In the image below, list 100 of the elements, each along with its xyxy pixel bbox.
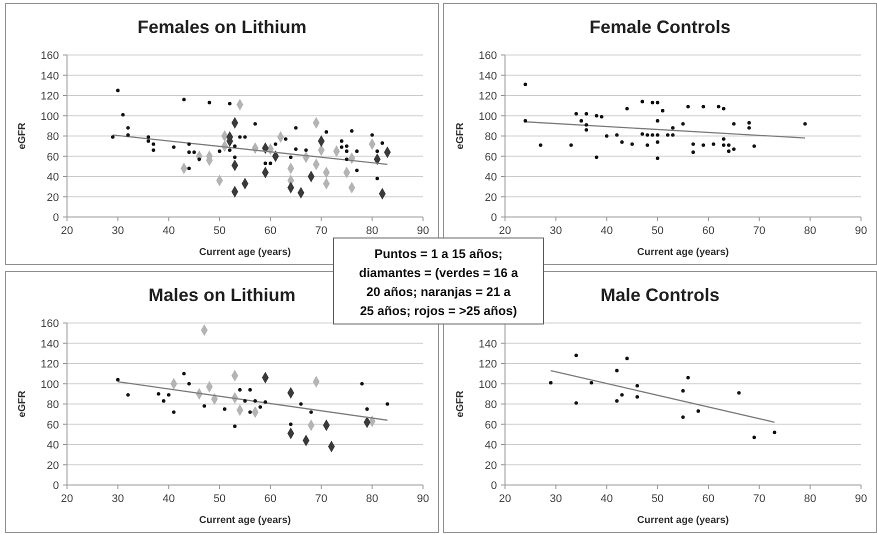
point [365, 407, 369, 411]
point [574, 112, 578, 116]
point [584, 128, 588, 132]
x-axis-title: Current age (years) [637, 247, 729, 258]
point [360, 382, 364, 386]
point [350, 129, 354, 133]
point [268, 162, 272, 166]
x-tick-label: 70 [315, 493, 328, 505]
point [640, 132, 644, 136]
x-tick-label: 30 [550, 493, 562, 505]
point [681, 122, 685, 126]
point [524, 119, 528, 123]
y-tick-label: 80 [46, 131, 59, 143]
point [208, 100, 212, 104]
point [126, 133, 130, 137]
point [726, 143, 731, 147]
x-tick-label: 70 [753, 493, 766, 505]
y-tick-label: 20 [484, 460, 497, 472]
point [218, 149, 222, 153]
point [233, 424, 237, 428]
x-tick-label: 30 [112, 493, 124, 505]
point [646, 143, 650, 147]
y-tick-label: 100 [40, 110, 59, 123]
y-tick-label: 40 [46, 172, 59, 184]
y-tick-label: 0 [52, 212, 59, 224]
point [620, 140, 624, 144]
x-tick-label: 40 [162, 225, 175, 237]
point [594, 114, 598, 118]
point [625, 106, 629, 110]
point [380, 141, 384, 145]
point [660, 108, 664, 112]
x-tick-label: 70 [753, 225, 766, 237]
y-axis-title: eGFR [17, 122, 28, 150]
point [722, 137, 726, 141]
y-tick-label: 20 [46, 460, 59, 472]
point [681, 389, 685, 393]
y-tick-label: 0 [490, 212, 497, 224]
point [299, 402, 303, 406]
y-tick-label: 0 [490, 480, 497, 492]
point [574, 401, 578, 405]
x-axis-title: Current age (years) [199, 515, 291, 526]
point [253, 122, 257, 126]
point [650, 100, 654, 104]
point [722, 143, 726, 147]
point [233, 144, 237, 148]
y-tick-label: 100 [478, 110, 497, 123]
point [238, 388, 242, 392]
y-tick-label: 80 [46, 399, 59, 411]
point [146, 139, 150, 143]
x-tick-label: 20 [60, 493, 74, 505]
point [524, 82, 528, 86]
point [702, 104, 706, 108]
point [166, 393, 170, 397]
point [574, 354, 578, 358]
x-tick-label: 30 [112, 225, 124, 237]
y-tick-label: 20 [484, 192, 497, 204]
point [772, 430, 776, 434]
y-tick-label: 140 [40, 70, 59, 82]
point [604, 134, 608, 138]
point [238, 135, 242, 139]
x-tick-label: 90 [416, 493, 430, 505]
chart-title: Male Controls [600, 285, 720, 305]
y-tick-label: 160 [40, 50, 59, 62]
point [197, 158, 202, 162]
point [253, 399, 257, 403]
point [635, 384, 640, 388]
point [732, 122, 736, 126]
x-tick-label: 90 [854, 225, 868, 237]
y-axis-title: eGFR [455, 390, 466, 418]
point [548, 380, 553, 385]
y-tick-label: 80 [484, 131, 497, 143]
point [187, 150, 191, 154]
point [288, 155, 293, 160]
y-tick-label: 100 [478, 378, 497, 391]
point [222, 407, 226, 411]
y-tick-label: 40 [484, 440, 497, 452]
point [172, 410, 176, 414]
point [375, 149, 380, 153]
point [712, 142, 716, 146]
point [228, 148, 232, 152]
point [248, 388, 252, 392]
point [640, 100, 644, 104]
point [584, 112, 588, 116]
x-tick-label: 60 [702, 493, 715, 505]
x-tick-label: 80 [804, 493, 816, 505]
point [110, 135, 115, 139]
point [116, 88, 120, 92]
point [344, 149, 348, 153]
point [182, 372, 186, 376]
y-tick-label: 60 [484, 151, 497, 164]
point [594, 155, 598, 160]
point [202, 404, 206, 408]
x-tick-label: 20 [498, 493, 512, 505]
point [747, 121, 751, 125]
point [355, 149, 359, 153]
point [691, 150, 695, 154]
x-axis-title: Current age (years) [199, 247, 291, 258]
point [686, 104, 690, 108]
chart-title: Females on Lithium [137, 17, 307, 37]
point [580, 119, 584, 123]
